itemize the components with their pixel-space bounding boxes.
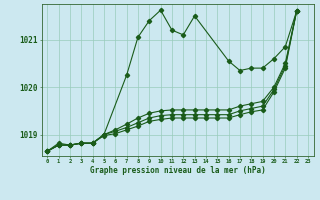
X-axis label: Graphe pression niveau de la mer (hPa): Graphe pression niveau de la mer (hPa) [90, 166, 266, 175]
